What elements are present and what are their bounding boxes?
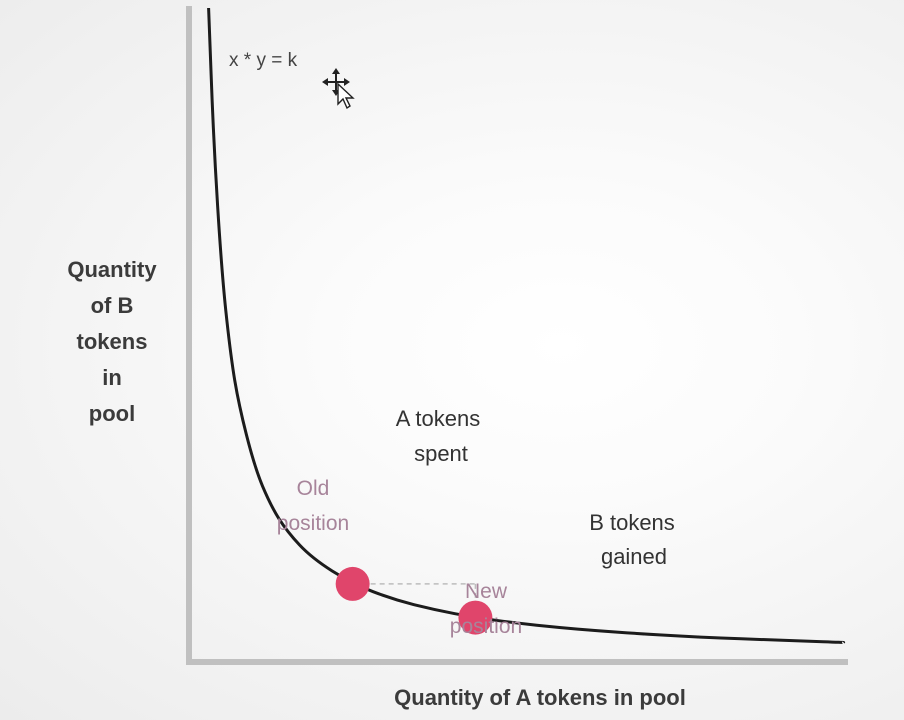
- y-axis-label-line-2: of B: [91, 293, 134, 318]
- formula-label: x * y = k: [229, 50, 298, 71]
- new-position-point: [458, 600, 493, 635]
- b-tokens-gained-label-line-2: gained: [601, 544, 667, 569]
- y-axis-label-line-5: pool: [89, 401, 135, 426]
- a-tokens-spent-label-line-2: spent: [414, 441, 468, 466]
- a-tokens-spent-label-line-1: A tokens: [396, 406, 480, 431]
- x-axis-label: Quantity of A tokens in pool: [394, 685, 686, 710]
- y-axis-label-line-3: tokens: [77, 329, 148, 354]
- move-cursor-icon: [322, 68, 355, 110]
- b-tokens-gained-label-line-1: B tokens: [589, 510, 675, 535]
- y-axis-label-line-1: Quantity: [67, 257, 157, 282]
- old-position-label-line-1: Old: [297, 477, 330, 500]
- old-position-point: [335, 566, 370, 601]
- y-axis-label-line-4: in: [102, 365, 122, 390]
- new-position-label-line-2: position: [450, 615, 522, 638]
- curve-line: [207, 7, 846, 644]
- new-position-label-line-1: New: [465, 580, 508, 603]
- old-position-label-line-2: position: [277, 512, 349, 535]
